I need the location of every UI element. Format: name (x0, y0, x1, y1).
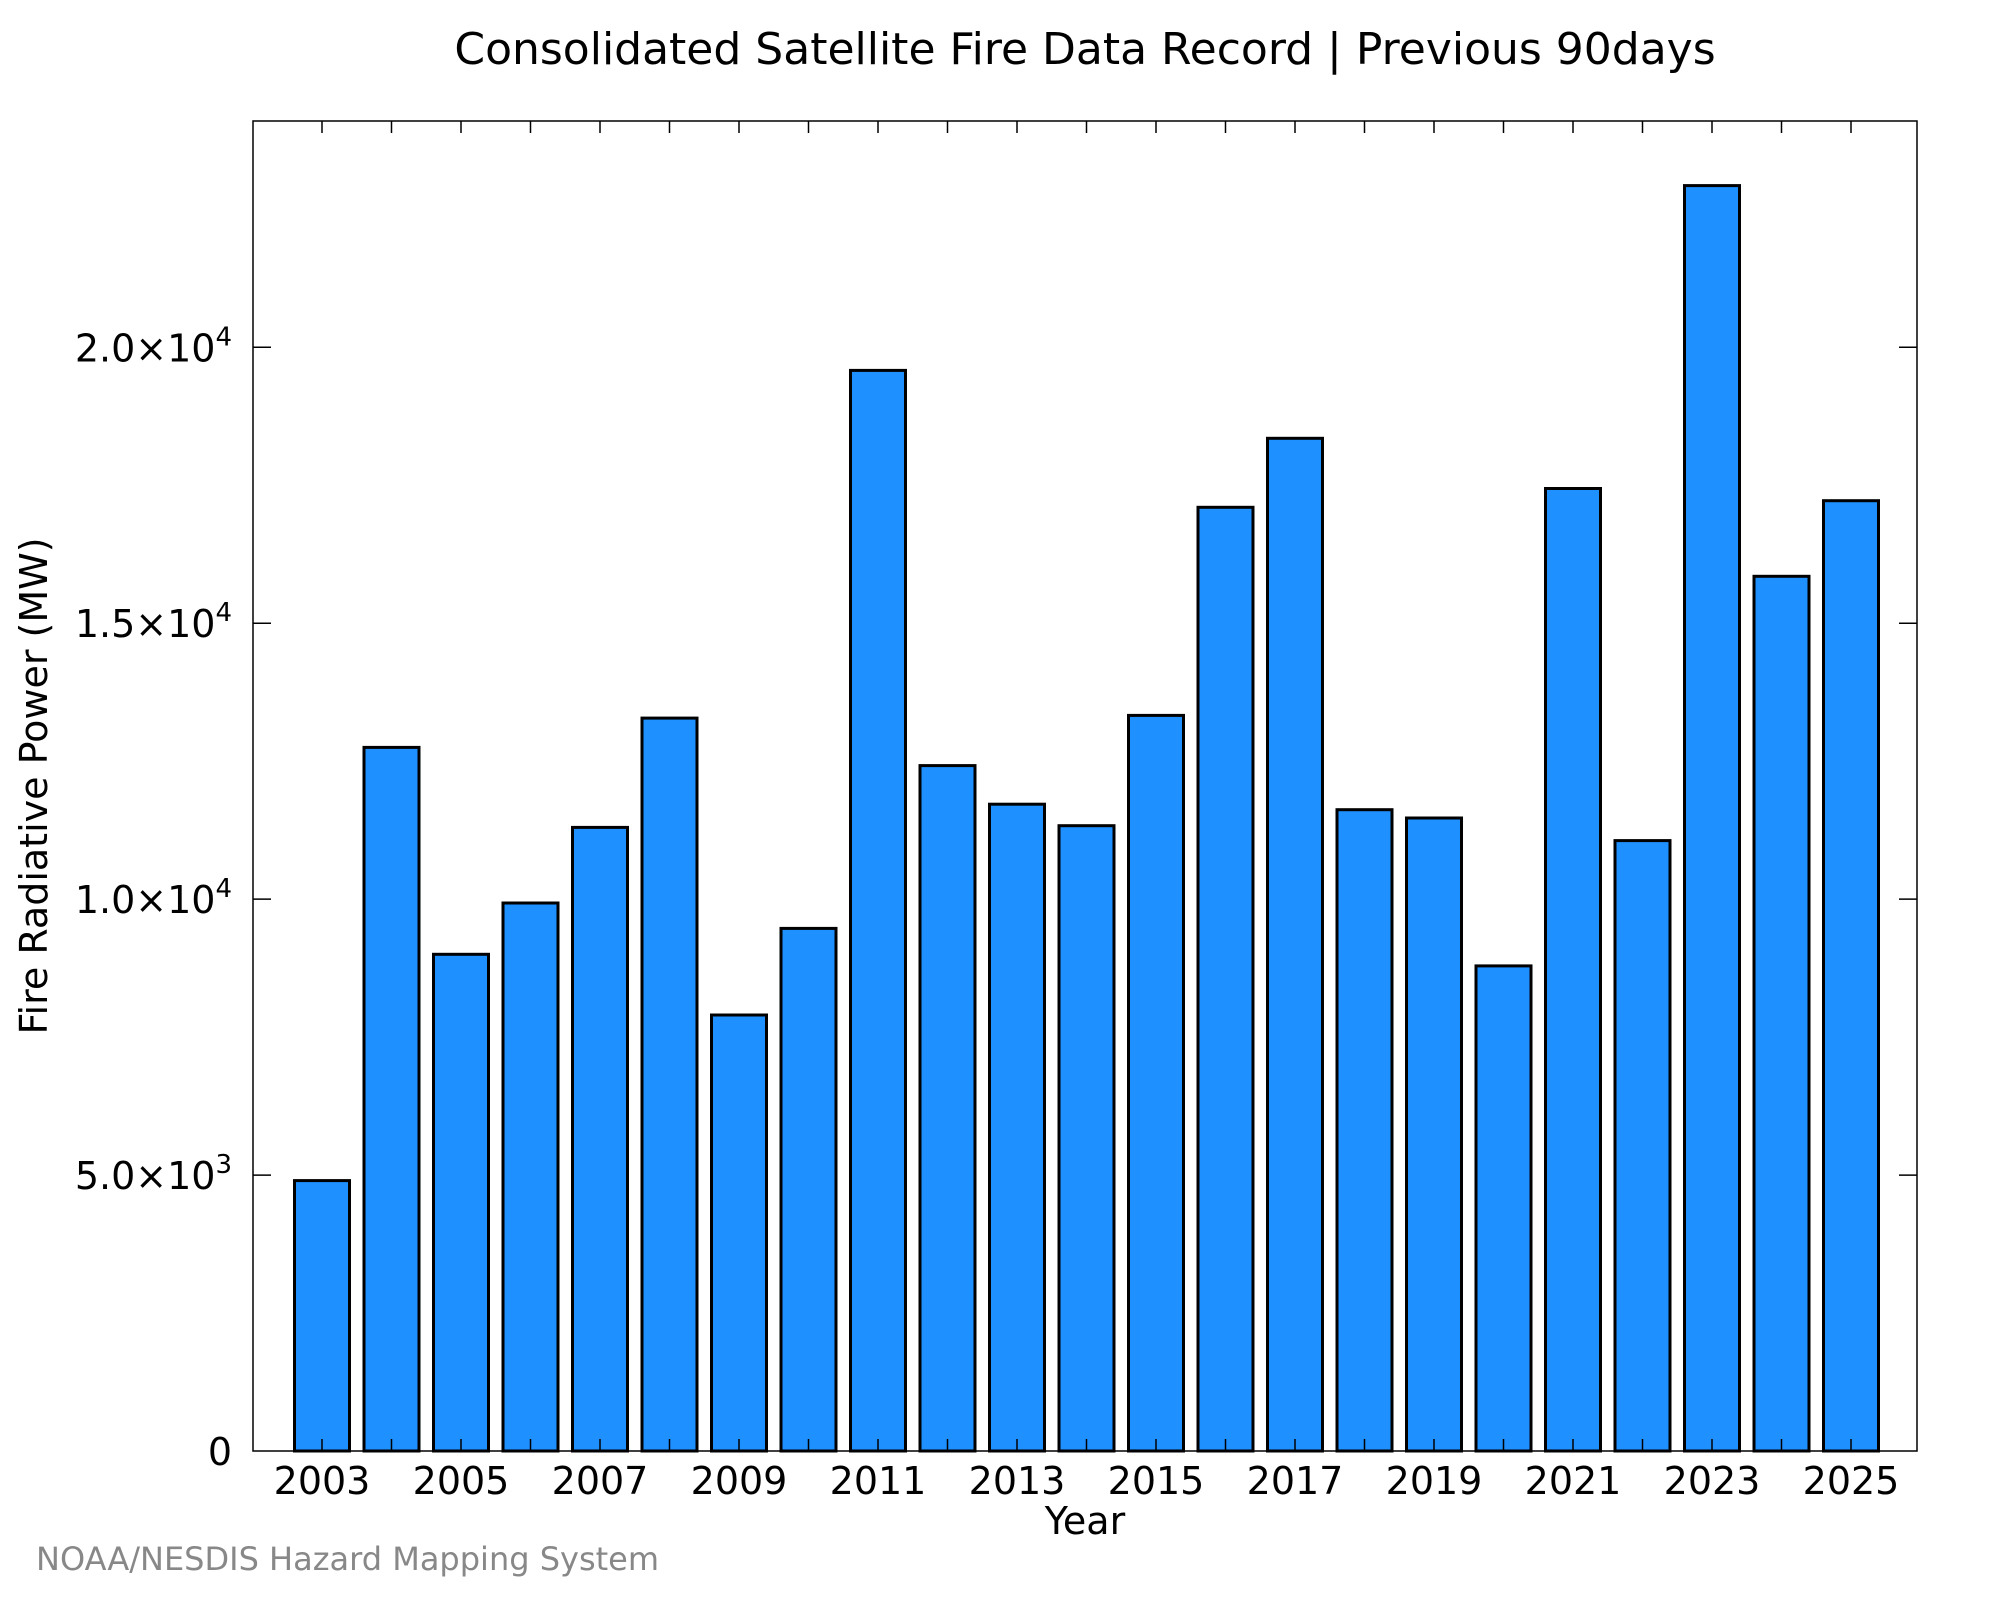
bar-2019 (1405, 816, 1463, 1453)
x-tick-label-2007: 2007 (552, 1459, 649, 1503)
source-credit: NOAA/NESDIS Hazard Mapping System (36, 1540, 660, 1578)
x-tick-label-2021: 2021 (1525, 1459, 1622, 1503)
bar-2020 (1474, 964, 1533, 1453)
bar-2004 (362, 745, 421, 1453)
x-tick-label-2011: 2011 (830, 1459, 927, 1503)
bar-2022 (1613, 839, 1672, 1453)
bar-2003 (293, 1179, 351, 1453)
bar-2014 (1057, 824, 1116, 1453)
bar-2025 (1822, 499, 1880, 1453)
x-tick-label-2025: 2025 (1803, 1459, 1900, 1503)
x-tick-label-2009: 2009 (691, 1459, 788, 1503)
bar-2013 (988, 802, 1046, 1453)
bar-2008 (640, 716, 699, 1453)
bars-group (293, 184, 1880, 1453)
x-tick-label-2017: 2017 (1247, 1459, 1344, 1503)
bar-2015 (1127, 713, 1185, 1453)
bar-2011 (849, 368, 907, 1453)
bar-2007 (571, 825, 629, 1453)
bar-2010 (779, 926, 838, 1453)
x-tick-label-2005: 2005 (413, 1459, 510, 1503)
ticks-group: 2003 2005 2007 2009 2011 2013 2015 2017 2019 2021… (75, 121, 1917, 1503)
bar-2024 (1752, 574, 1811, 1453)
y-tick-label-20000: 2.0×104 (75, 322, 232, 370)
x-tick-label-2003: 2003 (274, 1459, 371, 1503)
bar-2017 (1266, 436, 1324, 1453)
bar-2009 (710, 1013, 768, 1453)
x-axis-label: Year (1044, 1499, 1126, 1543)
y-axis-label: Fire Radiative Power (MW) (12, 537, 56, 1034)
y-tick-label-5000: 5.0×103 (75, 1150, 232, 1198)
bar-2006 (501, 901, 560, 1453)
bar-2012 (918, 764, 977, 1453)
bar-2005 (432, 952, 490, 1453)
plot-frame (252, 120, 1918, 1452)
x-tick-label-2013: 2013 (969, 1459, 1066, 1503)
bar-2016 (1196, 505, 1255, 1453)
bar-2021 (1544, 487, 1602, 1453)
bar-2018 (1335, 808, 1394, 1453)
chart-title: Consolidated Satellite Fire Data Record … (454, 24, 1715, 75)
bar-2023 (1683, 184, 1741, 1453)
y-tick-label-10000: 1.0×104 (75, 874, 232, 922)
x-tick-label-2019: 2019 (1386, 1459, 1483, 1503)
x-tick-label-2023: 2023 (1664, 1459, 1761, 1503)
x-tick-label-2015: 2015 (1108, 1459, 1205, 1503)
y-tick-label-15000: 1.5×104 (75, 598, 232, 646)
y-tick-label-0: 0 (208, 1430, 232, 1474)
